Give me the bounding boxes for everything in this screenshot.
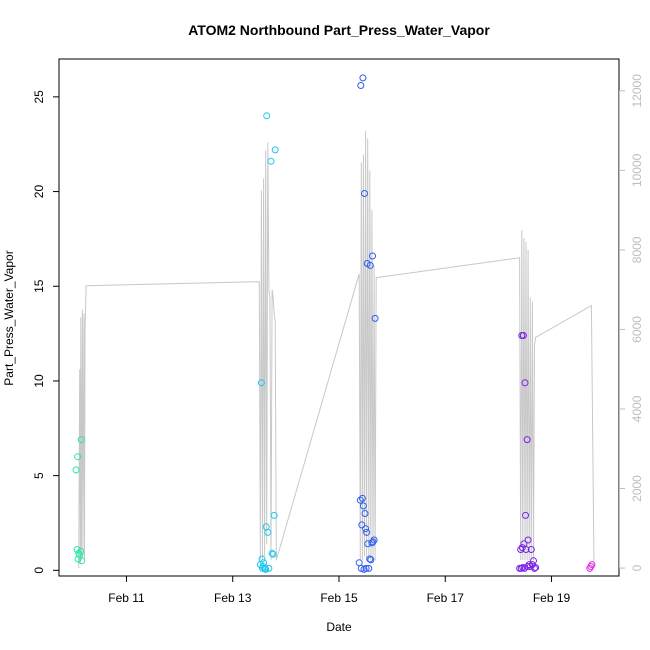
data-point [366, 555, 374, 563]
data-point [259, 563, 267, 570]
y-axis: 0 5 10 15 20 25 [32, 90, 59, 574]
data-point [524, 536, 532, 544]
data-point [73, 546, 81, 553]
plot-frame [58, 58, 620, 577]
data-point [365, 564, 373, 572]
y-tick-label: 0 [32, 567, 46, 574]
data-point [369, 252, 376, 260]
data-point [367, 556, 375, 564]
data-point [362, 525, 370, 533]
x-tick-label: Feb 17 [427, 591, 465, 605]
y-tick-label: 5 [32, 472, 46, 479]
data-point [358, 521, 366, 529]
data-point [370, 536, 378, 544]
x-tick-label: Feb 11 [108, 591, 145, 605]
y-tick-label: 10 [32, 374, 46, 388]
scatter-points [72, 74, 596, 573]
data-point [268, 549, 276, 557]
data-point [271, 146, 279, 154]
data-point [74, 555, 82, 563]
data-point [588, 561, 596, 569]
data-point [270, 511, 278, 519]
y-tick-label: 20 [32, 185, 46, 199]
y-axis-label: Part_Press_Water_Vapor [2, 250, 16, 385]
x-tick-label: Feb 15 [320, 591, 358, 605]
data-point [531, 564, 538, 572]
data-point [357, 82, 365, 89]
data-point [363, 528, 371, 536]
right-tick-label: 10000 [630, 153, 644, 187]
x-axis: Feb 11 Feb 13 Feb 15 Feb 17 Feb 19 [108, 576, 571, 605]
data-point [267, 157, 275, 165]
data-point [527, 546, 535, 553]
x-tick-label: Feb 13 [214, 591, 252, 605]
data-point [522, 546, 530, 553]
data-point [72, 466, 80, 474]
data-point [361, 190, 368, 197]
data-point [521, 379, 529, 387]
y-tick-label: 15 [32, 279, 46, 293]
data-point [77, 436, 85, 444]
data-point [77, 547, 85, 555]
data-point [359, 74, 367, 82]
right-tick-label: 2000 [630, 475, 644, 502]
data-point [263, 112, 271, 120]
x-axis-label: Date [326, 620, 352, 634]
chart-title: ATOM2 Northbound Part_Press_Water_Vapor [188, 22, 490, 38]
right-axis-line-series [78, 130, 595, 569]
data-point [523, 436, 531, 444]
data-point [355, 559, 363, 567]
data-point [269, 550, 277, 558]
data-point [257, 379, 265, 387]
data-point [517, 546, 525, 553]
data-point [522, 511, 529, 519]
data-point [520, 564, 528, 572]
right-tick-label: 0 [630, 564, 644, 571]
data-point [358, 494, 366, 502]
data-point [264, 528, 272, 536]
right-tick-label: 8000 [630, 236, 644, 263]
data-point [519, 332, 527, 339]
data-point [258, 555, 266, 563]
data-point [518, 544, 526, 552]
data-point [74, 453, 82, 461]
right-tick-label: 12000 [630, 74, 644, 108]
data-point [361, 510, 369, 517]
data-point [78, 557, 86, 565]
right-tick-label: 6000 [630, 316, 644, 343]
data-point [356, 496, 364, 504]
right-tick-label: 4000 [630, 395, 644, 422]
data-point [360, 565, 368, 573]
data-point [530, 557, 537, 565]
y-tick-label: 25 [32, 90, 46, 104]
right-axis: 0 2000 4000 6000 8000 10000 12000 [619, 74, 644, 571]
right-axis-line [78, 130, 595, 569]
data-point [371, 314, 379, 322]
data-point [532, 564, 540, 571]
data-point [359, 502, 367, 510]
data-point [366, 261, 374, 269]
data-point [261, 564, 269, 572]
data-point [517, 564, 525, 572]
x-tick-label: Feb 19 [533, 591, 571, 605]
